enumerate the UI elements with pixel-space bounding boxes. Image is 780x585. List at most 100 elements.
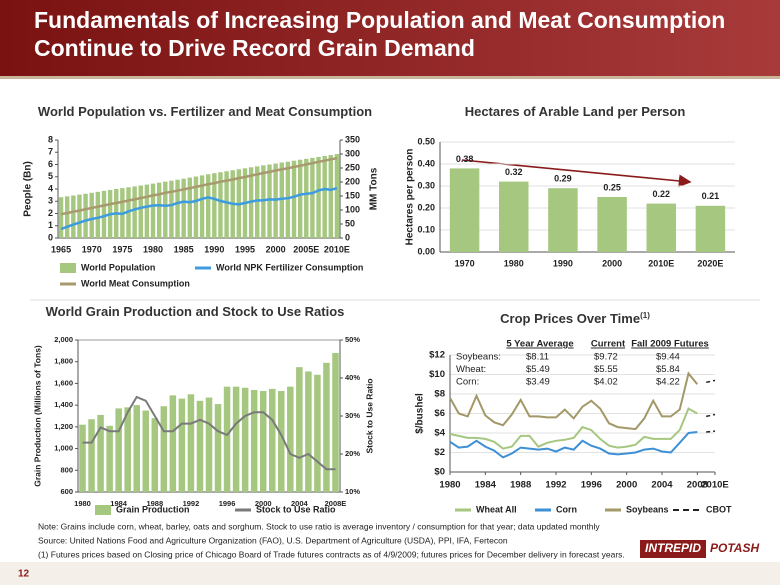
page-number: 12 — [18, 569, 30, 580]
x-tick-label: 1984 — [110, 499, 128, 508]
bar — [205, 174, 211, 238]
bar — [193, 176, 199, 238]
trend-arrow — [461, 159, 692, 188]
bar — [297, 159, 303, 238]
bar — [89, 192, 94, 238]
bar — [646, 203, 676, 252]
y-tick-label: 1,200 — [54, 422, 73, 431]
y2-axis-label: MM Tons — [369, 167, 380, 210]
bar — [64, 196, 70, 238]
bar — [278, 391, 285, 492]
legend-label: Wheat All — [476, 504, 517, 514]
legend-swatch — [60, 263, 76, 273]
bar — [150, 183, 156, 238]
x-tick-label: 1990 — [553, 258, 573, 268]
x-tick-label: 1992 — [545, 480, 566, 491]
bar — [169, 180, 174, 238]
cbot-line — [706, 430, 716, 433]
data-label: 0.25 — [603, 182, 621, 192]
logo-box — [640, 540, 706, 558]
bar — [181, 178, 186, 238]
bar — [332, 353, 339, 492]
bar — [77, 194, 82, 238]
y-tick-label: $12 — [429, 350, 445, 361]
series-line — [60, 186, 338, 231]
y2-tick-label: 150 — [345, 190, 360, 200]
y-tick-label: 0.40 — [417, 158, 435, 168]
data-label: 0.38 — [456, 154, 474, 164]
data-label: 0.21 — [702, 191, 720, 201]
bar — [261, 165, 266, 238]
bar — [328, 155, 334, 238]
bar — [314, 374, 321, 492]
table-cell: Corn: — [456, 377, 479, 388]
x-tick-label: 1970 — [455, 258, 475, 268]
bar — [224, 171, 229, 238]
data-label: 0.29 — [554, 174, 572, 184]
bar — [250, 389, 258, 492]
table-cell: $5.55 — [594, 364, 618, 375]
y-tick-label: 0.00 — [417, 246, 435, 256]
x-tick-label: 1988 — [146, 499, 163, 508]
x-tick-label: 2010E — [701, 480, 728, 491]
x-tick-label: 2000 — [266, 244, 286, 254]
y-tick-label: 0.50 — [417, 136, 435, 146]
bar — [255, 166, 260, 238]
x-tick-label: 1980 — [74, 499, 91, 508]
footnote: Source: United Nations Food and Agricult… — [38, 535, 508, 545]
bar — [279, 162, 284, 238]
bar — [259, 391, 267, 492]
bar — [305, 371, 312, 492]
bar — [124, 407, 131, 492]
x-tick-label: 2004 — [291, 499, 309, 508]
y2-tick-label: 40% — [345, 373, 360, 382]
legend-label: Corn — [556, 504, 577, 514]
series-line — [60, 156, 338, 216]
bar — [304, 158, 309, 238]
bar — [115, 408, 122, 492]
table-cell: $8.11 — [526, 352, 549, 363]
header-band — [0, 0, 780, 76]
y-tick-label: 2,000 — [54, 335, 73, 344]
header-rule — [0, 76, 780, 79]
x-tick-label: 2000 — [602, 258, 622, 268]
legend-label: Grain Production — [116, 504, 190, 514]
cbot-line — [706, 379, 716, 384]
x-tick-label: 2000 — [255, 499, 272, 508]
series-line — [449, 407, 698, 450]
x-tick-label: 2020E — [697, 258, 723, 268]
bar — [267, 164, 272, 238]
bar — [160, 406, 168, 492]
x-tick-label: 2000 — [616, 480, 637, 491]
x-tick-label: 1984 — [475, 480, 497, 491]
y-tick-label: 6 — [48, 159, 53, 169]
bar — [187, 177, 193, 238]
y2-tick-label: 100 — [345, 204, 360, 214]
series-line — [449, 431, 698, 459]
bar — [287, 386, 294, 492]
bar — [88, 419, 95, 492]
x-tick-label: 1965 — [51, 244, 71, 254]
chart-title: Hectares of Arable Land per Person — [465, 104, 686, 119]
bar — [196, 400, 204, 492]
x-tick-label: 2008 — [687, 480, 708, 491]
bar — [138, 185, 143, 238]
chart-title: World Population vs. Fertilizer and Meat… — [38, 104, 372, 119]
x-tick-label: 1980 — [439, 480, 460, 491]
bar — [268, 388, 276, 492]
table-cell: $9.44 — [656, 352, 680, 363]
table-cell: Wheat: — [456, 364, 486, 375]
bar — [323, 362, 330, 492]
chart-title-text: World Grain Production and Stock to Use … — [46, 304, 345, 319]
y2-tick-label: 300 — [345, 148, 360, 158]
table-cell: $4.02 — [594, 377, 618, 388]
x-tick-label: 1980 — [143, 244, 163, 254]
y-tick-label: 600 — [60, 487, 73, 496]
bar — [101, 190, 107, 238]
table-header: Current — [591, 339, 626, 350]
logo-text: POTASH — [710, 541, 759, 555]
y-tick-label: $0 — [434, 467, 445, 478]
bar — [151, 418, 159, 492]
x-tick-label: 1975 — [112, 244, 132, 254]
bar — [291, 160, 297, 238]
